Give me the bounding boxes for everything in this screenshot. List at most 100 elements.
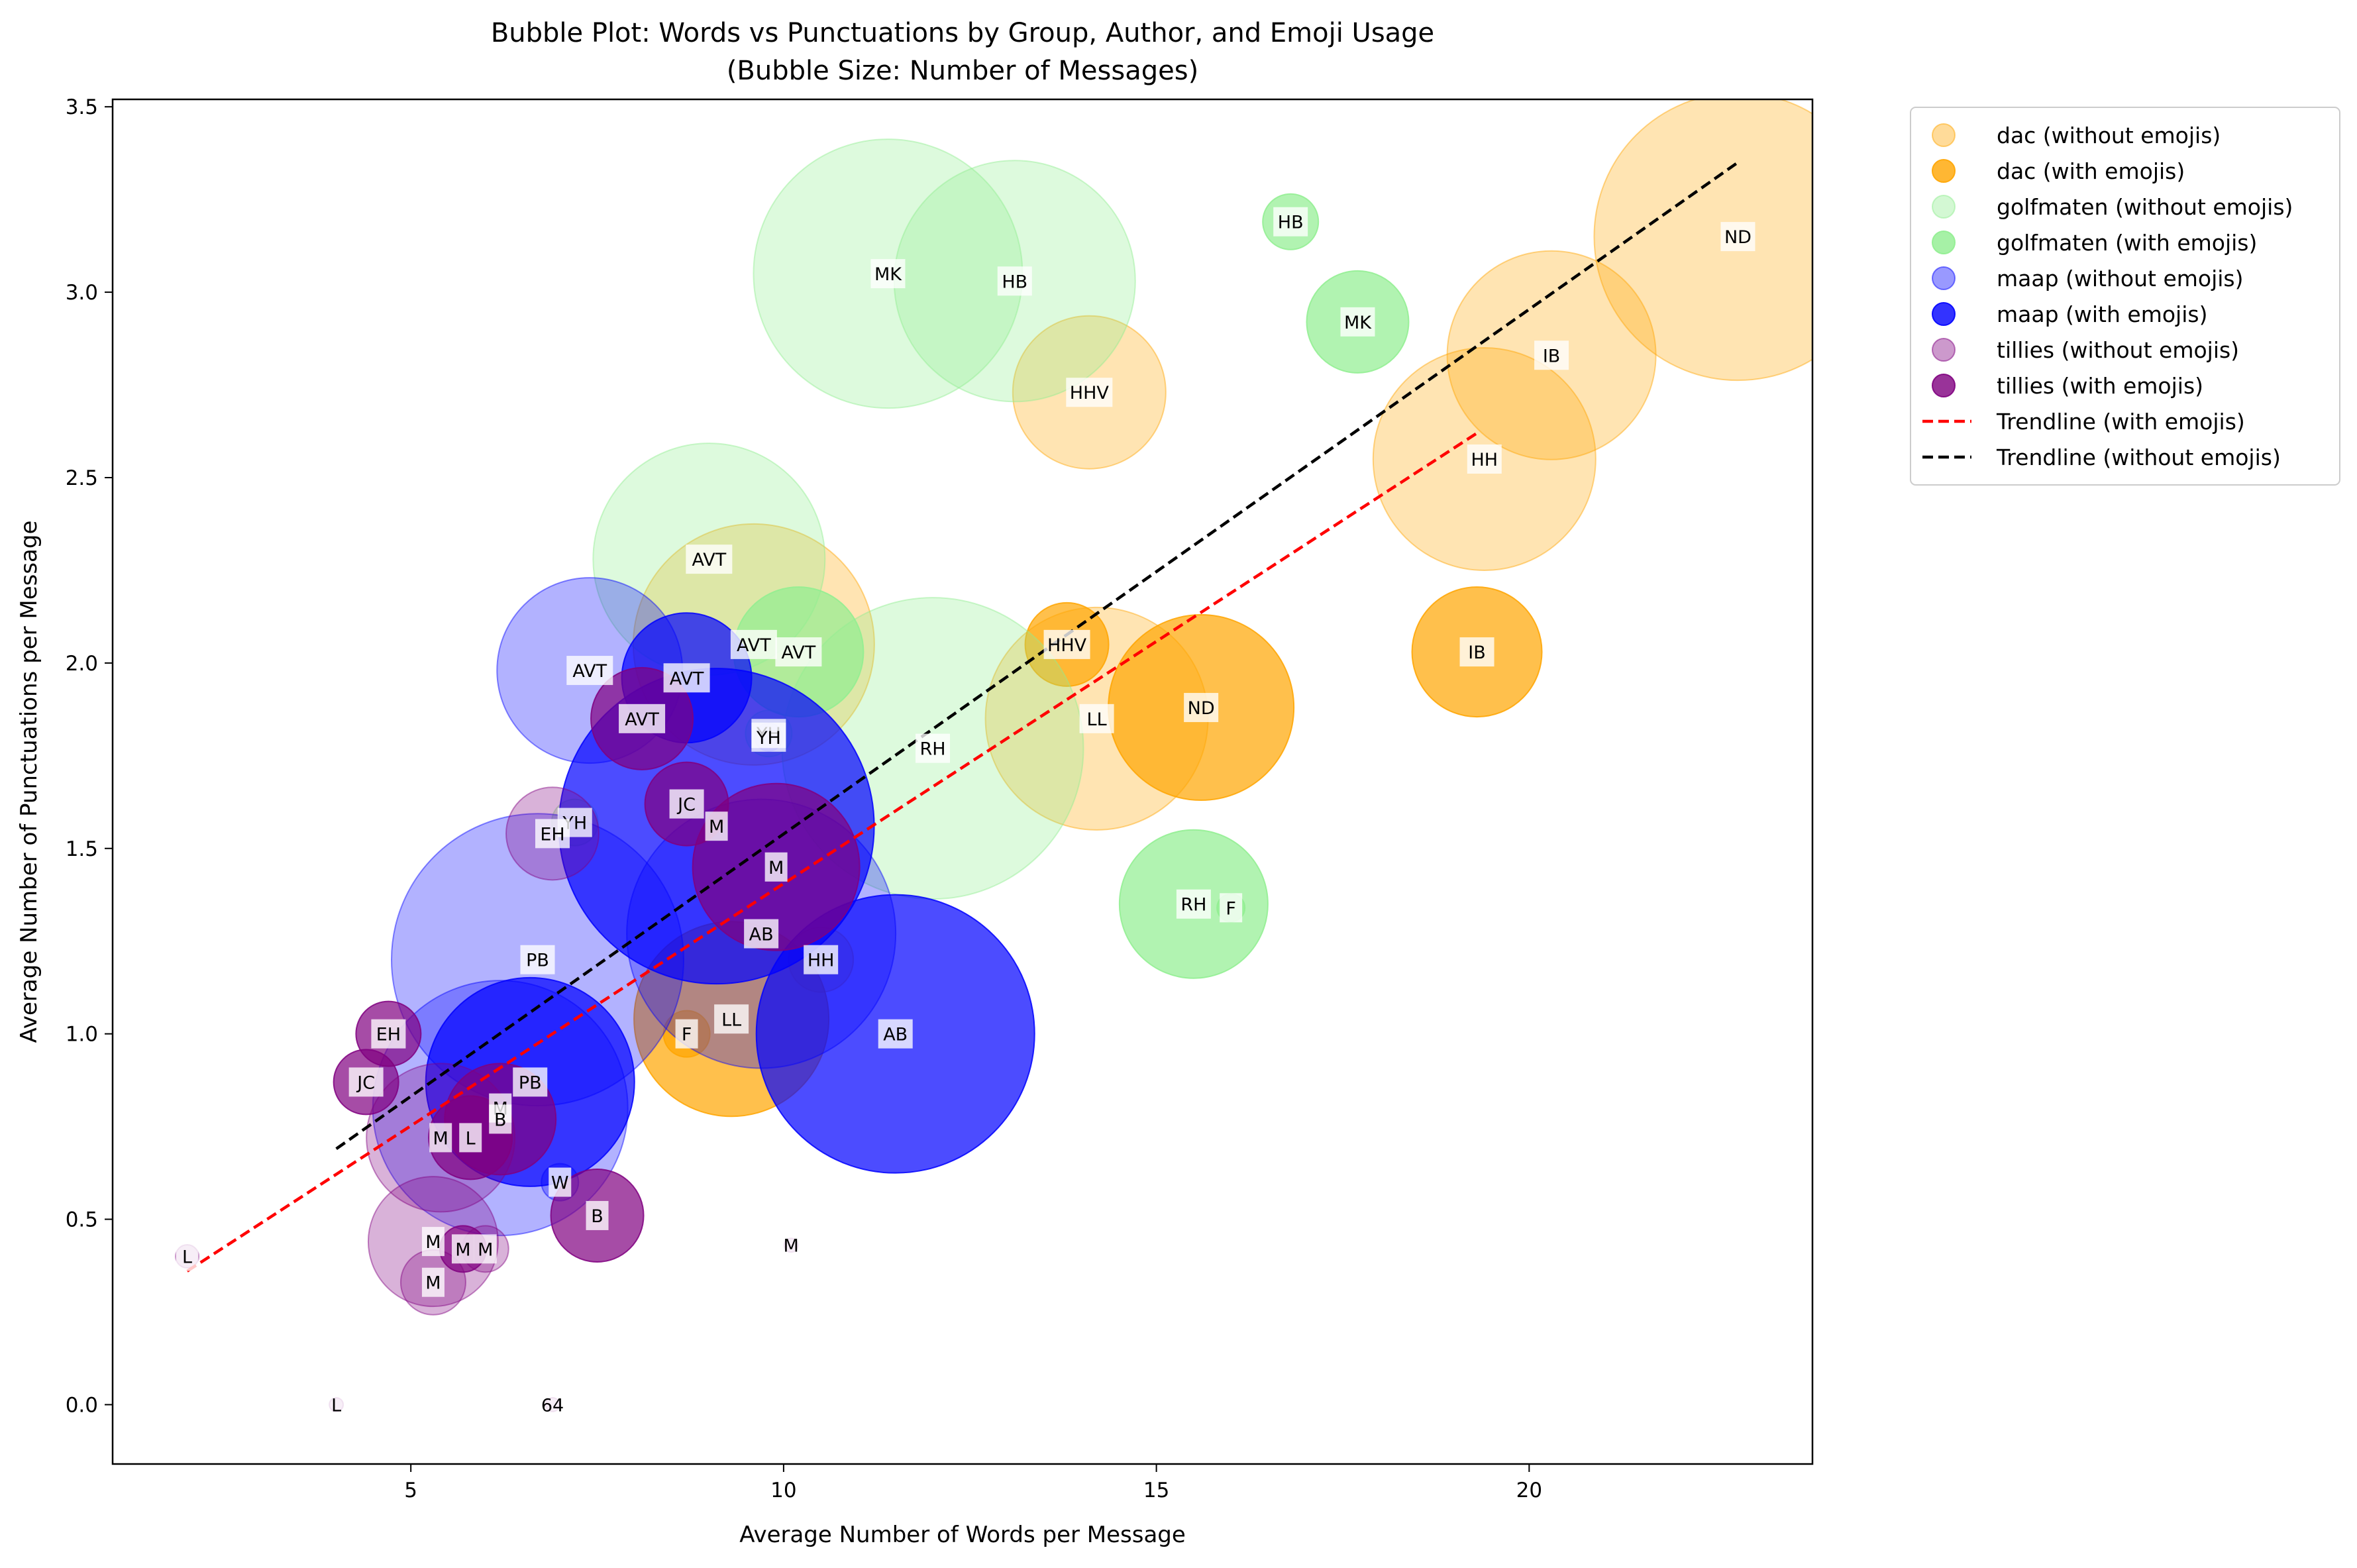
y-tick-label: 3.0 [66, 281, 98, 305]
bubble-label-mk: MK [1344, 313, 1372, 333]
bubble-label-64: 64 [541, 1395, 564, 1416]
bubble-label-box [348, 1067, 384, 1097]
legend: dac (without emojis) dac (with emojis) gol… [1910, 107, 2340, 486]
bubble-label-box [870, 259, 906, 289]
bubble-label-hh: HH [808, 951, 835, 971]
bubble-label-avt: AVT [782, 643, 816, 663]
bubble-label-box [675, 1019, 698, 1049]
bubble-label-nd: ND [1724, 227, 1752, 248]
bubble-label-avt: AVT [670, 668, 704, 689]
bubble-label-avt: AVT [737, 635, 771, 656]
y-axis-title: Average Number of Punctuations per Messa… [16, 521, 42, 1043]
bubble-label-box [915, 733, 950, 763]
bubble-label-nd: ND [1188, 698, 1215, 719]
x-tick-label: 5 [404, 1479, 417, 1502]
legend-marker-dac-with-emojis [1932, 159, 1956, 183]
bubble-label-box [744, 919, 779, 949]
bubble-label-jc: JC [676, 795, 696, 815]
y-tick-label: 2.0 [66, 652, 98, 676]
bubble-label-m: M [709, 817, 724, 837]
bubble-label-layer: NDIBHHHHVLLAVTHHNDIBHHVLLFMKHBAVTRHYHYHM… [176, 207, 1755, 1420]
y-tick-label: 2.5 [66, 466, 98, 490]
legend-marker-golfmaten-without-emojis [1932, 195, 1956, 219]
bubble-label-box [1043, 629, 1090, 659]
bubble-label-box [513, 1067, 548, 1097]
y-axis: 0.0 0.5 1.0 1.5 2.0 2.5 3.0 3.5 [66, 95, 113, 1417]
bubble-label-ll: LL [721, 1010, 741, 1030]
bubble-dac-without-emojis-nd [1593, 99, 1812, 382]
x-tick-label: 20 [1516, 1479, 1542, 1502]
bubble-label-box [705, 811, 728, 841]
bubble-label-b: B [591, 1206, 603, 1227]
bubble-label-m: M [425, 1273, 441, 1294]
bubble-label-box [1079, 704, 1114, 733]
bubble-label-box [1184, 693, 1219, 723]
bubble-label-box [451, 1234, 474, 1264]
bubble-label-m: M [425, 1232, 441, 1253]
bubble-label-box [663, 663, 710, 693]
bubble-label-box [751, 722, 786, 752]
bubble-label-box [730, 629, 777, 659]
bubble-label-hb: HB [1278, 213, 1304, 233]
bubble-label-box [1467, 444, 1502, 474]
bubble-label-box [474, 1234, 497, 1264]
bubble-label-box [1066, 378, 1113, 407]
legend-entry-golfmaten-with-emojis: golfmaten (with emojis) [1997, 230, 2257, 256]
bubble-label-box [520, 945, 555, 974]
bubble-label-rh: RH [1180, 895, 1206, 915]
legend-entry-tillies-without-emojis: tillies (without emojis) [1997, 337, 2239, 363]
bubble-label-box [586, 1200, 609, 1230]
trendline-layer [186, 161, 1739, 1273]
legend-entry-trendline-with-emojis: Trendline (with emojis) [1996, 409, 2245, 435]
bubble-label-box [176, 1241, 199, 1271]
bubble-label-m: M [433, 1128, 448, 1149]
bubble-label-box [878, 1019, 913, 1049]
bubble-label-ab: AB [883, 1025, 908, 1045]
bubble-label-w: W [551, 1173, 569, 1194]
bubble-label-f: F [1226, 898, 1236, 919]
bubble-label-box [1220, 893, 1243, 923]
legend-entry-trendline-without-emojis: Trendline (without emojis) [1996, 444, 2281, 470]
bubble-label-box [764, 852, 788, 882]
bubble-label-box [686, 545, 733, 574]
bubble-label-box [997, 266, 1032, 296]
bubble-label-box [1340, 307, 1375, 337]
bubble-label-box [566, 656, 613, 686]
bubble-label-f: F [682, 1025, 692, 1045]
x-tick-label: 15 [1143, 1479, 1169, 1502]
bubble-label-box [775, 637, 822, 667]
legend-entry-dac-without-emojis: dac (without emojis) [1997, 123, 2221, 148]
bubble-label-mk: MK [874, 264, 902, 285]
bubble-label-avt: AVT [625, 709, 659, 730]
x-axis-title: Average Number of Words per Message [739, 1522, 1186, 1548]
bubble-label-box [1459, 637, 1494, 667]
y-tick-label: 3.5 [66, 95, 98, 119]
bubble-label-yh: YH [756, 728, 781, 749]
bubble-label-box [535, 1390, 570, 1420]
bubble-label-box [421, 1267, 445, 1297]
bubble-label-hhv: HHV [1047, 635, 1087, 656]
legend-entry-maap-with-emojis: maap (with emojis) [1997, 301, 2207, 327]
trendline-trendline-with-emojis [186, 431, 1478, 1273]
bubble-label-box [459, 1123, 482, 1153]
plot-frame [111, 98, 1814, 1465]
bubble-label-box [780, 1230, 803, 1260]
x-axis: 5 10 15 20 [404, 1464, 1542, 1502]
bubble-label-box [535, 819, 570, 849]
chart-subtitle: (Bubble Size: Number of Messages) [727, 56, 1198, 86]
y-tick-label: 1.5 [66, 837, 98, 861]
bubble-label-box [714, 1004, 749, 1034]
bubble-label-box [804, 945, 839, 974]
bubble-label-box [1534, 340, 1569, 370]
bubble-label-box [619, 704, 666, 733]
bubble-label-m: M [784, 1236, 799, 1257]
bubble-label-avt: AVT [572, 661, 607, 682]
legend-marker-golfmaten-with-emojis [1932, 231, 1956, 254]
legend-marker-tillies-without-emojis [1932, 338, 1956, 362]
legend-marker-maap-without-emojis [1932, 266, 1956, 290]
legend-entry-tillies-with-emojis: tillies (with emojis) [1997, 373, 2203, 399]
bubble-label-eh: EH [376, 1025, 401, 1045]
bubble-label-box [1176, 889, 1211, 919]
bubble-label-hh: HH [1471, 450, 1498, 470]
